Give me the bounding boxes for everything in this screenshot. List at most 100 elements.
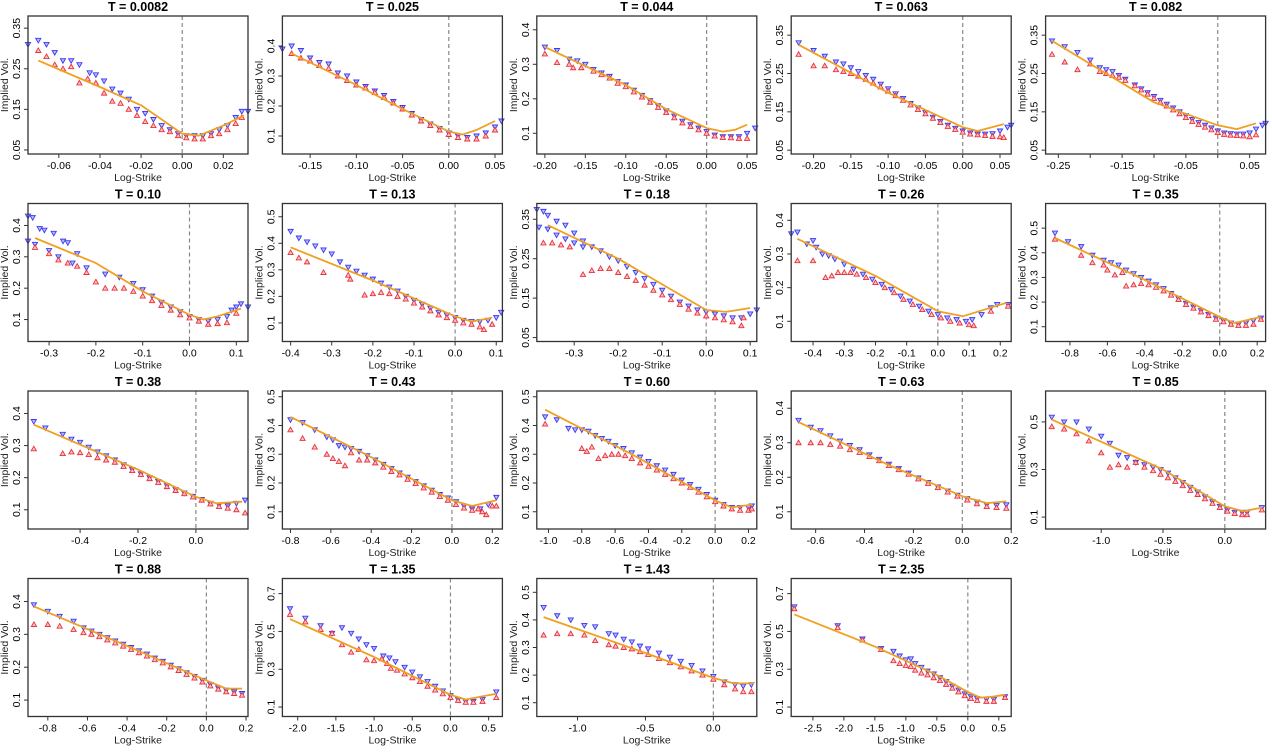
- bid-point: [930, 674, 938, 681]
- bid-point: [410, 299, 418, 306]
- bid-point: [748, 505, 756, 512]
- plot-frame: [27, 15, 249, 155]
- plot-frame: [281, 390, 504, 530]
- x-axis-label: Log-Strike: [114, 547, 162, 559]
- y-tick-label: 0.15: [1029, 101, 1041, 122]
- bid-point: [567, 630, 575, 637]
- x-tick-label: -0.2: [904, 535, 922, 547]
- bid-point: [94, 454, 101, 461]
- bid-point: [64, 259, 72, 266]
- bid-point: [928, 311, 935, 318]
- ask-point: [416, 674, 424, 681]
- ask-point: [363, 642, 370, 649]
- x-tick-label: 0.2: [1004, 535, 1019, 547]
- bid-point: [286, 610, 294, 617]
- bid-point: [150, 122, 157, 129]
- bid-point: [1074, 66, 1081, 73]
- bid-point: [76, 449, 84, 456]
- bid-point: [728, 505, 736, 512]
- bid-point: [670, 114, 678, 121]
- panel-title: T = 0.63: [878, 375, 924, 389]
- x-axis-label: Log-Strike: [1132, 172, 1180, 184]
- bid-point: [620, 643, 628, 650]
- bid-point: [215, 503, 223, 509]
- bid-point: [565, 60, 573, 67]
- x-tick-label: -0.2: [1173, 348, 1191, 360]
- fit-line: [290, 416, 497, 507]
- plot-frame: [1044, 15, 1267, 155]
- bid-point: [577, 64, 585, 71]
- bid-point: [371, 459, 379, 466]
- bid-point: [553, 630, 561, 637]
- bid-point: [444, 496, 452, 503]
- ask-point: [794, 229, 801, 236]
- panel-title: T = 0.10: [115, 188, 161, 202]
- bid-point: [1201, 495, 1209, 502]
- ask-point: [1077, 244, 1085, 251]
- y-tick-label: 0.5: [265, 209, 277, 224]
- bid-point: [936, 677, 944, 684]
- ask-point: [953, 317, 960, 324]
- bid-point: [1085, 437, 1093, 444]
- ask-point: [541, 414, 549, 421]
- ask-point: [544, 226, 552, 233]
- ask-point: [311, 243, 319, 250]
- bid-point: [944, 488, 952, 495]
- bid-point: [206, 500, 214, 507]
- x-tick-label: 0.1: [489, 348, 504, 360]
- y-axis-label: Implied Vol.: [0, 620, 11, 674]
- y-tick-label: 0.05: [11, 140, 23, 161]
- bid-point: [614, 79, 622, 86]
- bid-point: [583, 447, 591, 454]
- ask-point: [1115, 452, 1122, 459]
- bid-point: [287, 426, 294, 433]
- bid-point: [167, 663, 175, 670]
- bid-point: [623, 272, 631, 279]
- ask-point: [498, 118, 505, 125]
- bid-point: [828, 272, 836, 279]
- bid-point: [836, 442, 844, 449]
- bid-point: [215, 130, 223, 137]
- bid-point: [214, 320, 221, 327]
- ask-point: [492, 689, 500, 696]
- bid-point: [1060, 425, 1068, 432]
- x-tick-label: -0.2: [609, 348, 627, 360]
- bid-point: [424, 682, 431, 689]
- bid-point: [488, 502, 496, 509]
- bid-point: [417, 117, 425, 124]
- fit-line: [1051, 40, 1257, 131]
- bid-point: [369, 290, 377, 297]
- bid-point: [83, 268, 90, 275]
- x-tick-label: -0.20: [533, 160, 557, 172]
- bid-point: [937, 314, 945, 321]
- panel-title: T = 0.063: [875, 0, 928, 14]
- bid-point: [1002, 504, 1010, 511]
- bid-point: [1157, 470, 1164, 477]
- fit-line: [543, 616, 755, 685]
- bid-point: [427, 307, 434, 314]
- ask-point: [50, 230, 58, 237]
- ask-point: [232, 115, 240, 121]
- bid-point: [566, 243, 574, 250]
- ask-point: [34, 37, 42, 44]
- y-tick-label: 0.5: [774, 624, 786, 639]
- y-tick-label: 0.2: [265, 99, 277, 114]
- bid-point: [907, 662, 915, 669]
- x-tick-label: -2.0: [289, 723, 307, 735]
- bid-point: [711, 314, 719, 321]
- x-axis-label: Log-Strike: [1132, 360, 1180, 372]
- panel: T = 0.18 -0.3 -0.2 -0.1 0.0 0.1 0.05 0.15 0.25 0.…: [508, 188, 761, 372]
- x-tick-label: -0.3: [40, 348, 58, 360]
- bid-point: [1233, 132, 1241, 139]
- bid-point: [394, 292, 401, 299]
- ask-point: [620, 636, 628, 643]
- x-tick-label: -0.15: [573, 160, 597, 172]
- ask-point: [344, 264, 352, 271]
- bid-point: [621, 452, 629, 459]
- y-axis-label: Implied Vol.: [253, 58, 265, 112]
- fit-line: [798, 44, 1004, 132]
- bid-point: [428, 488, 436, 495]
- panel: T = 1.43 -1.0 -0.5 0.0 0.1 0.2 0.3 0.4 0.5 Log-St…: [508, 563, 758, 747]
- x-tick-label: -0.8: [1061, 348, 1079, 360]
- x-tick-label: -0.3: [835, 348, 853, 360]
